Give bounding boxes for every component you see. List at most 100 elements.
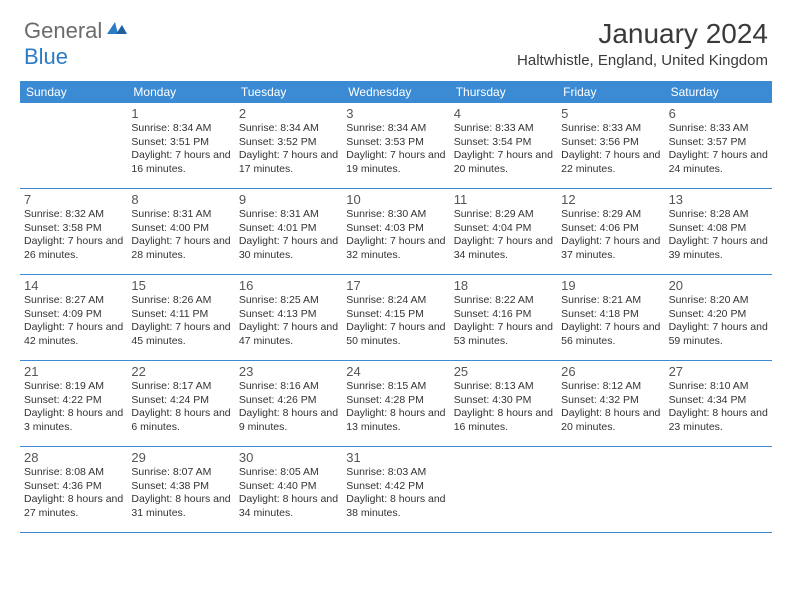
day-detail: Sunrise: 8:22 AMSunset: 4:16 PMDaylight:… — [454, 294, 553, 349]
day-number: 17 — [346, 278, 445, 293]
day-cell: 17Sunrise: 8:24 AMSunset: 4:15 PMDayligh… — [342, 275, 449, 360]
day-number: 9 — [239, 192, 338, 207]
day-detail: Sunrise: 8:15 AMSunset: 4:28 PMDaylight:… — [346, 380, 445, 435]
title-block: January 2024 Haltwhistle, England, Unite… — [517, 18, 768, 69]
day-detail: Sunrise: 8:12 AMSunset: 4:32 PMDaylight:… — [561, 380, 660, 435]
day-number: 20 — [669, 278, 768, 293]
weekday-header: Friday — [557, 81, 664, 103]
week-row: 14Sunrise: 8:27 AMSunset: 4:09 PMDayligh… — [20, 275, 772, 361]
day-cell — [20, 103, 127, 188]
brand-part2: Blue — [24, 44, 68, 69]
day-detail: Sunrise: 8:30 AMSunset: 4:03 PMDaylight:… — [346, 208, 445, 263]
day-number: 27 — [669, 364, 768, 379]
day-number: 4 — [454, 106, 553, 121]
day-detail: Sunrise: 8:08 AMSunset: 4:36 PMDaylight:… — [24, 466, 123, 521]
day-number: 6 — [669, 106, 768, 121]
day-cell: 16Sunrise: 8:25 AMSunset: 4:13 PMDayligh… — [235, 275, 342, 360]
day-number: 7 — [24, 192, 123, 207]
day-cell: 13Sunrise: 8:28 AMSunset: 4:08 PMDayligh… — [665, 189, 772, 274]
day-cell — [665, 447, 772, 532]
day-detail: Sunrise: 8:19 AMSunset: 4:22 PMDaylight:… — [24, 380, 123, 435]
day-cell: 2Sunrise: 8:34 AMSunset: 3:52 PMDaylight… — [235, 103, 342, 188]
day-cell: 14Sunrise: 8:27 AMSunset: 4:09 PMDayligh… — [20, 275, 127, 360]
day-detail: Sunrise: 8:05 AMSunset: 4:40 PMDaylight:… — [239, 466, 338, 521]
day-cell — [450, 447, 557, 532]
weekday-header: Sunday — [20, 81, 127, 103]
day-detail: Sunrise: 8:34 AMSunset: 3:52 PMDaylight:… — [239, 122, 338, 177]
day-cell: 8Sunrise: 8:31 AMSunset: 4:00 PMDaylight… — [127, 189, 234, 274]
day-detail: Sunrise: 8:34 AMSunset: 3:51 PMDaylight:… — [131, 122, 230, 177]
month-title: January 2024 — [517, 18, 768, 50]
day-number: 30 — [239, 450, 338, 465]
day-detail: Sunrise: 8:16 AMSunset: 4:26 PMDaylight:… — [239, 380, 338, 435]
day-cell: 21Sunrise: 8:19 AMSunset: 4:22 PMDayligh… — [20, 361, 127, 446]
day-detail: Sunrise: 8:03 AMSunset: 4:42 PMDaylight:… — [346, 466, 445, 521]
day-detail: Sunrise: 8:27 AMSunset: 4:09 PMDaylight:… — [24, 294, 123, 349]
day-detail: Sunrise: 8:07 AMSunset: 4:38 PMDaylight:… — [131, 466, 230, 521]
day-cell — [557, 447, 664, 532]
day-number: 2 — [239, 106, 338, 121]
day-number: 5 — [561, 106, 660, 121]
day-cell: 24Sunrise: 8:15 AMSunset: 4:28 PMDayligh… — [342, 361, 449, 446]
day-number: 19 — [561, 278, 660, 293]
day-cell: 1Sunrise: 8:34 AMSunset: 3:51 PMDaylight… — [127, 103, 234, 188]
week-row: 7Sunrise: 8:32 AMSunset: 3:58 PMDaylight… — [20, 189, 772, 275]
day-detail: Sunrise: 8:17 AMSunset: 4:24 PMDaylight:… — [131, 380, 230, 435]
weekday-header: Thursday — [450, 81, 557, 103]
day-detail: Sunrise: 8:31 AMSunset: 4:01 PMDaylight:… — [239, 208, 338, 263]
day-cell: 15Sunrise: 8:26 AMSunset: 4:11 PMDayligh… — [127, 275, 234, 360]
calendar: SundayMondayTuesdayWednesdayThursdayFrid… — [20, 81, 772, 533]
weekday-header: Wednesday — [342, 81, 449, 103]
day-cell: 11Sunrise: 8:29 AMSunset: 4:04 PMDayligh… — [450, 189, 557, 274]
brand-part2-wrap: Blue — [24, 44, 68, 70]
week-row: 1Sunrise: 8:34 AMSunset: 3:51 PMDaylight… — [20, 103, 772, 189]
day-number: 23 — [239, 364, 338, 379]
week-row: 28Sunrise: 8:08 AMSunset: 4:36 PMDayligh… — [20, 447, 772, 533]
day-detail: Sunrise: 8:29 AMSunset: 4:04 PMDaylight:… — [454, 208, 553, 263]
day-cell: 23Sunrise: 8:16 AMSunset: 4:26 PMDayligh… — [235, 361, 342, 446]
day-cell: 22Sunrise: 8:17 AMSunset: 4:24 PMDayligh… — [127, 361, 234, 446]
day-detail: Sunrise: 8:28 AMSunset: 4:08 PMDaylight:… — [669, 208, 768, 263]
day-detail: Sunrise: 8:24 AMSunset: 4:15 PMDaylight:… — [346, 294, 445, 349]
day-cell: 9Sunrise: 8:31 AMSunset: 4:01 PMDaylight… — [235, 189, 342, 274]
day-cell: 27Sunrise: 8:10 AMSunset: 4:34 PMDayligh… — [665, 361, 772, 446]
location: Haltwhistle, England, United Kingdom — [517, 52, 768, 69]
day-cell: 12Sunrise: 8:29 AMSunset: 4:06 PMDayligh… — [557, 189, 664, 274]
day-cell: 4Sunrise: 8:33 AMSunset: 3:54 PMDaylight… — [450, 103, 557, 188]
weekday-header: Tuesday — [235, 81, 342, 103]
day-cell: 5Sunrise: 8:33 AMSunset: 3:56 PMDaylight… — [557, 103, 664, 188]
day-number: 8 — [131, 192, 230, 207]
day-detail: Sunrise: 8:33 AMSunset: 3:57 PMDaylight:… — [669, 122, 768, 177]
day-cell: 3Sunrise: 8:34 AMSunset: 3:53 PMDaylight… — [342, 103, 449, 188]
weekday-header: Monday — [127, 81, 234, 103]
day-number: 13 — [669, 192, 768, 207]
day-number: 25 — [454, 364, 553, 379]
day-detail: Sunrise: 8:33 AMSunset: 3:56 PMDaylight:… — [561, 122, 660, 177]
weeks-container: 1Sunrise: 8:34 AMSunset: 3:51 PMDaylight… — [20, 103, 772, 533]
brand-icon — [107, 20, 129, 43]
day-detail: Sunrise: 8:21 AMSunset: 4:18 PMDaylight:… — [561, 294, 660, 349]
brand-logo: General — [24, 18, 131, 44]
weekday-header: Saturday — [665, 81, 772, 103]
weekday-header-row: SundayMondayTuesdayWednesdayThursdayFrid… — [20, 81, 772, 103]
day-number: 15 — [131, 278, 230, 293]
day-cell: 31Sunrise: 8:03 AMSunset: 4:42 PMDayligh… — [342, 447, 449, 532]
day-number: 31 — [346, 450, 445, 465]
day-cell: 18Sunrise: 8:22 AMSunset: 4:16 PMDayligh… — [450, 275, 557, 360]
day-cell: 29Sunrise: 8:07 AMSunset: 4:38 PMDayligh… — [127, 447, 234, 532]
day-cell: 26Sunrise: 8:12 AMSunset: 4:32 PMDayligh… — [557, 361, 664, 446]
day-number: 3 — [346, 106, 445, 121]
day-cell: 19Sunrise: 8:21 AMSunset: 4:18 PMDayligh… — [557, 275, 664, 360]
day-cell: 25Sunrise: 8:13 AMSunset: 4:30 PMDayligh… — [450, 361, 557, 446]
day-number: 22 — [131, 364, 230, 379]
day-detail: Sunrise: 8:26 AMSunset: 4:11 PMDaylight:… — [131, 294, 230, 349]
day-number: 10 — [346, 192, 445, 207]
day-detail: Sunrise: 8:33 AMSunset: 3:54 PMDaylight:… — [454, 122, 553, 177]
day-number: 11 — [454, 192, 553, 207]
day-cell: 30Sunrise: 8:05 AMSunset: 4:40 PMDayligh… — [235, 447, 342, 532]
day-number: 18 — [454, 278, 553, 293]
day-detail: Sunrise: 8:32 AMSunset: 3:58 PMDaylight:… — [24, 208, 123, 263]
day-detail: Sunrise: 8:13 AMSunset: 4:30 PMDaylight:… — [454, 380, 553, 435]
week-row: 21Sunrise: 8:19 AMSunset: 4:22 PMDayligh… — [20, 361, 772, 447]
day-cell: 7Sunrise: 8:32 AMSunset: 3:58 PMDaylight… — [20, 189, 127, 274]
